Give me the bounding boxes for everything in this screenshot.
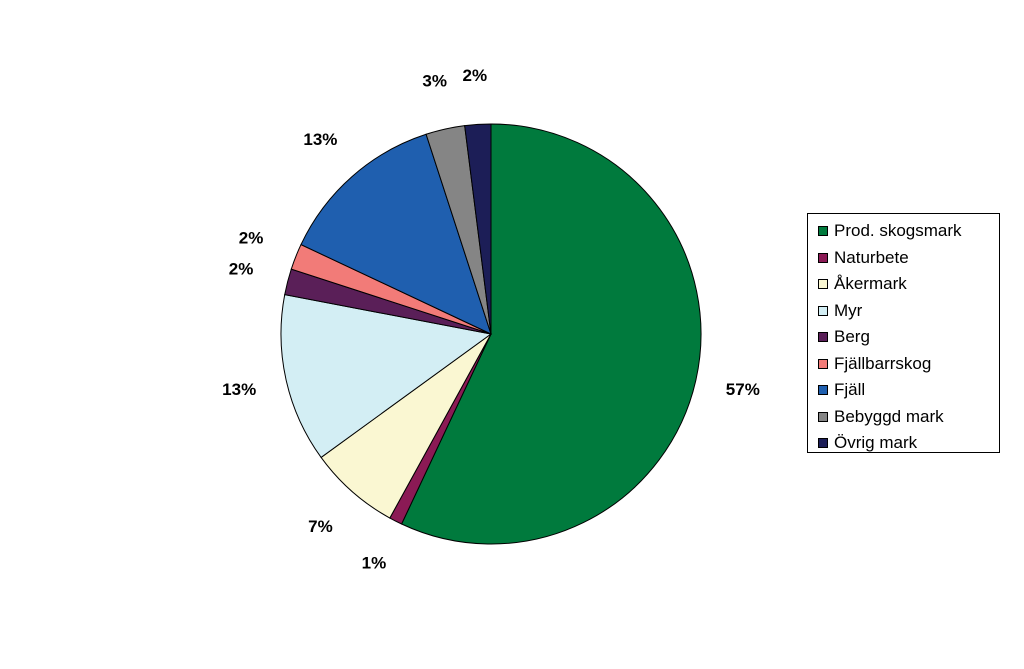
pie-data-label-8: 3% [422, 72, 447, 91]
pie-data-label-9: 2% [463, 66, 488, 85]
pie-data-label-5: 2% [229, 259, 254, 278]
legend-item-6: Fjällbarrskog [808, 351, 999, 378]
legend-label-1: Prod. skogsmark [834, 221, 962, 241]
legend-item-2: Naturbete [808, 245, 999, 272]
pie-data-label-6: 2% [239, 228, 264, 247]
legend-item-5: Berg [808, 324, 999, 351]
legend-swatch-6 [818, 358, 828, 369]
pie-slice-7 [300, 133, 492, 335]
legend-item-1: Prod. skogsmark [808, 218, 999, 245]
legend-label-4: Myr [834, 300, 863, 320]
legend-swatch-5 [818, 332, 828, 343]
legend-item-8: Bebyggd mark [808, 404, 999, 431]
legend-swatch-3 [818, 279, 828, 290]
pie-slice-1 [400, 123, 702, 545]
legend-swatch-9 [818, 438, 828, 449]
pie-data-label-2: 1% [362, 553, 387, 572]
legend-label-9: Övrig mark [834, 433, 918, 453]
pie-slice-4 [280, 294, 493, 459]
pie-data-label-4: 13% [222, 380, 256, 399]
legend-label-2: Naturbete [834, 247, 909, 267]
pie-data-labels: 57% 1% 7% 13% 2% 2% 13% 3% 2% [222, 66, 760, 572]
legend-label-5: Berg [834, 327, 870, 347]
legend-swatch-2 [818, 252, 828, 263]
chart-legend: Prod. skogsmark Naturbete Åkermark Myr Berg F… [807, 213, 1000, 453]
legend-item-3: Åkermark [808, 271, 999, 298]
legend-item-9: Övrig mark [808, 430, 999, 457]
legend-label-3: Åkermark [834, 274, 907, 294]
legend-label-7: Fjäll [834, 380, 866, 400]
legend-item-7: Fjäll [808, 377, 999, 404]
legend-label-8: Bebyggd mark [834, 406, 944, 426]
pie-data-label-3: 7% [308, 517, 333, 536]
legend-swatch-4 [818, 305, 828, 316]
legend-item-4: Myr [808, 298, 999, 325]
legend-label-6: Fjällbarrskog [834, 353, 932, 373]
pie-slices [280, 123, 702, 545]
legend-swatch-8 [818, 411, 828, 422]
legend-swatch-7 [818, 385, 828, 396]
pie-data-label-7: 13% [303, 130, 337, 149]
pie-data-label-1: 57% [726, 380, 760, 399]
legend-swatch-1 [818, 226, 828, 237]
pie-slice-9 [464, 123, 492, 335]
